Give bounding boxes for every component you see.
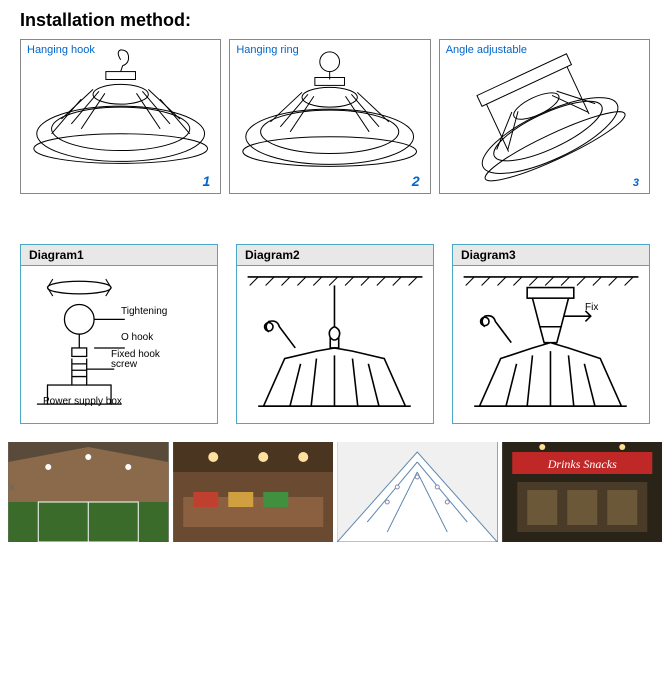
- method-label: Hanging hook: [27, 44, 95, 56]
- hanging-ring-diagram: [230, 40, 429, 193]
- signature-mark: k: [10, 482, 15, 492]
- application-photos-row: k Drinks Snacks: [0, 442, 670, 542]
- diagram-title: Diagram1: [21, 245, 217, 266]
- method-number: 2: [412, 173, 420, 189]
- label-fix: Fix: [585, 302, 598, 313]
- angle-adjustable-diagram: [440, 40, 649, 193]
- diagram-card-1: Diagram1 Tightening: [20, 244, 218, 424]
- hanging-hook-diagram: [21, 40, 220, 193]
- svg-text:Drinks Snacks: Drinks Snacks: [546, 457, 616, 471]
- installation-methods-row: Hanging hook 1 Hanging ring: [0, 39, 670, 194]
- photo-sports-arena: k: [8, 442, 169, 542]
- label-o-hook: O hook: [121, 332, 153, 343]
- method-card-hanging-ring: Hanging ring 2: [229, 39, 430, 194]
- diagram-title: Diagram3: [453, 245, 649, 266]
- photo-warehouse-ceiling: [337, 442, 498, 542]
- method-label: Hanging ring: [236, 44, 298, 56]
- label-tightening: Tightening: [121, 306, 167, 317]
- diagram-title: Diagram2: [237, 245, 433, 266]
- diagrams-row: Diagram1 Tightening: [0, 244, 670, 424]
- photo-food-area: [173, 442, 334, 542]
- photo-drinks-snacks-kiosk: Drinks Snacks: [502, 442, 663, 542]
- label-fixed-hook-screw: Fixed hook screw: [111, 350, 171, 370]
- page-title: Installation method:: [0, 0, 670, 39]
- method-number: 1: [203, 173, 211, 189]
- method-card-hanging-hook: Hanging hook 1: [20, 39, 221, 194]
- method-label: Angle adjustable: [446, 44, 527, 56]
- diagram-card-2: Diagram2: [236, 244, 434, 424]
- method-number: 3: [633, 177, 639, 189]
- diagram2-svg: [237, 266, 433, 435]
- label-power-supply-box: Power supply box: [43, 396, 122, 407]
- diagram3-svg: [453, 266, 649, 435]
- method-card-angle-adjustable: Angle adjustable 3: [439, 39, 650, 194]
- diagram-card-3: Diagram3: [452, 244, 650, 424]
